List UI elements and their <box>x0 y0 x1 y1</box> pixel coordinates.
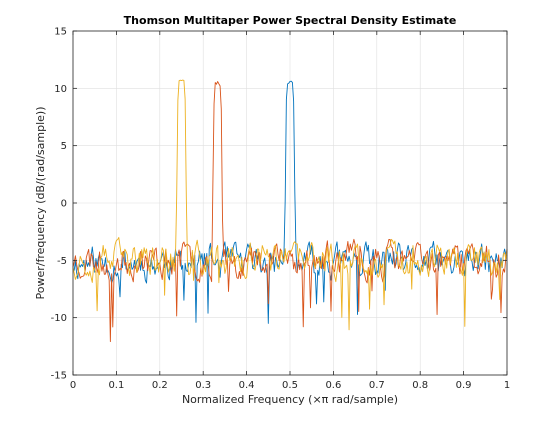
series-line-2 <box>72 81 508 343</box>
x-tick-label: 0.7 <box>369 380 385 391</box>
x-tick-label: 0.1 <box>108 380 124 391</box>
y-tick-label: 15 <box>54 27 67 38</box>
x-tick-label: 0.2 <box>152 380 168 391</box>
x-tick-label: 0.6 <box>325 380 341 391</box>
x-tick-label: 0.8 <box>412 380 428 391</box>
x-tick-label: 0.4 <box>239 380 255 391</box>
chart-title: Thomson Multitaper Power Spectral Densit… <box>124 14 457 27</box>
series-line-3 <box>72 79 508 331</box>
x-tick-label: 1 <box>504 380 510 391</box>
series-group <box>72 79 508 343</box>
ticks: 0 0.1 0.2 0.3 0.4 0.5 0.6 0.7 0.8 0.9 1 -15 -10 -5 0 5 1… <box>51 27 511 392</box>
y-tick-label: 5 <box>61 141 67 152</box>
x-tick-label: 0.3 <box>195 380 211 391</box>
x-axis-label: Normalized Frequency (×π rad/sample) <box>182 393 398 406</box>
x-tick-label: 0.5 <box>282 380 298 391</box>
y-tick-label: -15 <box>51 371 67 382</box>
y-tick-label: 0 <box>61 199 67 210</box>
y-tick-label: -10 <box>51 313 67 324</box>
y-tick-label: -5 <box>57 256 67 267</box>
x-tick-label: 0.9 <box>456 380 472 391</box>
series-line-1 <box>72 80 508 324</box>
y-tick-label: 10 <box>54 84 67 95</box>
y-axis-label: Power/frequency (dB/(rad/sample)) <box>34 107 47 300</box>
x-tick-label: 0 <box>70 380 76 391</box>
